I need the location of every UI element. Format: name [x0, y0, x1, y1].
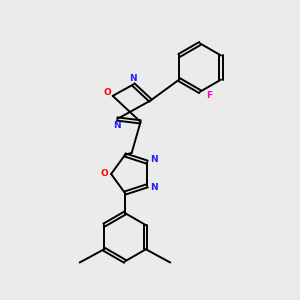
Text: N: N — [130, 74, 137, 82]
Text: N: N — [150, 155, 158, 164]
Text: N: N — [113, 121, 121, 130]
Text: N: N — [150, 183, 158, 192]
Text: O: O — [103, 88, 111, 98]
Text: O: O — [101, 169, 109, 178]
Text: F: F — [206, 91, 212, 100]
